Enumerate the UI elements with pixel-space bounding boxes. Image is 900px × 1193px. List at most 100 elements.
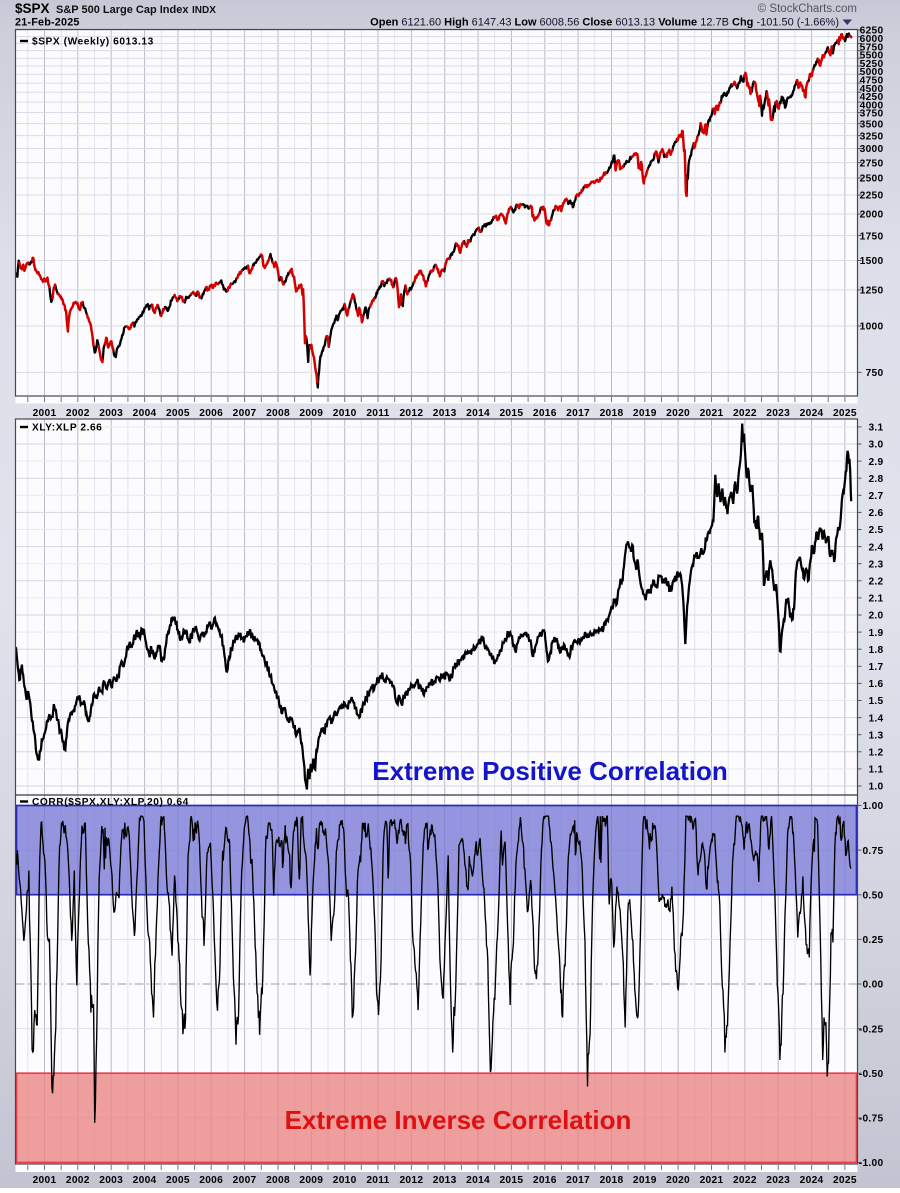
- svg-text:2250: 2250: [860, 191, 884, 202]
- svg-text:1.7: 1.7: [868, 662, 883, 673]
- svg-text:2004: 2004: [133, 408, 157, 419]
- svg-text:2.4: 2.4: [868, 542, 883, 553]
- svg-text:1.9: 1.9: [868, 628, 883, 639]
- svg-text:2010: 2010: [333, 408, 357, 419]
- svg-text:1.3: 1.3: [868, 730, 883, 741]
- svg-text:2750: 2750: [860, 158, 884, 169]
- svg-text:1.5: 1.5: [868, 696, 883, 707]
- svg-text:2023: 2023: [766, 408, 790, 419]
- svg-text:2.3: 2.3: [868, 559, 883, 570]
- svg-text:$SPX: $SPX: [15, 1, 50, 16]
- svg-text:750: 750: [866, 368, 884, 379]
- svg-text:2015: 2015: [499, 408, 523, 419]
- svg-text:-0.75: -0.75: [859, 1114, 884, 1125]
- svg-text:2022: 2022: [733, 1175, 757, 1186]
- svg-text:2.6: 2.6: [868, 508, 883, 519]
- svg-text:© StockCharts.com: © StockCharts.com: [758, 3, 857, 15]
- svg-text:2020: 2020: [666, 1175, 690, 1186]
- svg-text:2.9: 2.9: [868, 457, 883, 468]
- svg-text:2012: 2012: [399, 1175, 423, 1186]
- svg-text:2016: 2016: [533, 1175, 557, 1186]
- svg-text:6000: 6000: [860, 34, 884, 45]
- svg-text:2014: 2014: [466, 408, 490, 419]
- svg-text:0.50: 0.50: [862, 891, 883, 902]
- svg-text:Extreme Positive Correlation: Extreme Positive Correlation: [372, 756, 727, 786]
- svg-text:2020: 2020: [666, 408, 690, 419]
- svg-text:5250: 5250: [860, 59, 884, 70]
- svg-text:3.1: 3.1: [868, 423, 883, 434]
- svg-text:2006: 2006: [199, 1175, 223, 1186]
- svg-text:1250: 1250: [860, 286, 884, 297]
- svg-text:2.2: 2.2: [868, 577, 883, 588]
- svg-text:6250: 6250: [860, 26, 884, 37]
- svg-text:2008: 2008: [266, 1175, 290, 1186]
- svg-text:2024: 2024: [800, 1175, 824, 1186]
- svg-text:1.4: 1.4: [868, 713, 883, 724]
- svg-text:2005: 2005: [166, 408, 190, 419]
- svg-text:-0.50: -0.50: [859, 1069, 884, 1080]
- svg-text:3250: 3250: [860, 131, 884, 142]
- svg-text:2013: 2013: [433, 1175, 457, 1186]
- svg-text:2002: 2002: [66, 408, 90, 419]
- svg-text:2018: 2018: [600, 408, 624, 419]
- svg-text:1.00: 1.00: [862, 801, 883, 812]
- svg-text:2019: 2019: [633, 1175, 657, 1186]
- svg-text:1.1: 1.1: [868, 765, 883, 776]
- svg-text:2009: 2009: [299, 408, 323, 419]
- svg-text:2001: 2001: [33, 1175, 57, 1186]
- svg-text:2014: 2014: [466, 1175, 490, 1186]
- svg-text:1.6: 1.6: [868, 679, 883, 690]
- svg-text:1750: 1750: [860, 231, 884, 242]
- svg-text:2021: 2021: [700, 408, 724, 419]
- svg-text:2010: 2010: [333, 1175, 357, 1186]
- svg-text:-0.25: -0.25: [859, 1024, 884, 1035]
- svg-text:5500: 5500: [860, 51, 884, 62]
- svg-text:2017: 2017: [566, 1175, 590, 1186]
- svg-text:2004: 2004: [133, 1175, 157, 1186]
- svg-text:1.2: 1.2: [868, 748, 883, 759]
- svg-text:1.0: 1.0: [868, 782, 883, 793]
- svg-text:3500: 3500: [860, 119, 884, 130]
- svg-text:2001: 2001: [33, 408, 57, 419]
- svg-text:2.1: 2.1: [868, 594, 883, 605]
- svg-text:2022: 2022: [733, 408, 757, 419]
- svg-text:2.8: 2.8: [868, 474, 883, 485]
- svg-text:2007: 2007: [233, 408, 257, 419]
- svg-text:4000: 4000: [860, 100, 884, 111]
- svg-text:4250: 4250: [860, 92, 884, 103]
- svg-text:$SPX (Weekly) 6013.13: $SPX (Weekly) 6013.13: [32, 37, 154, 48]
- svg-text:2006: 2006: [199, 408, 223, 419]
- svg-text:2017: 2017: [566, 408, 590, 419]
- svg-text:2024: 2024: [800, 408, 824, 419]
- svg-text:3750: 3750: [860, 109, 884, 120]
- svg-text:2003: 2003: [99, 408, 123, 419]
- svg-text:INDX: INDX: [192, 5, 216, 16]
- svg-text:2011: 2011: [366, 1175, 389, 1186]
- svg-text:3000: 3000: [860, 144, 884, 155]
- svg-text:2002: 2002: [66, 1175, 90, 1186]
- svg-text:3.0: 3.0: [868, 440, 883, 451]
- svg-text:2025: 2025: [833, 1175, 857, 1186]
- svg-text:2005: 2005: [166, 1175, 190, 1186]
- svg-text:2011: 2011: [366, 408, 389, 419]
- svg-text:2018: 2018: [600, 1175, 624, 1186]
- svg-text:2025: 2025: [833, 408, 857, 419]
- svg-text:21-Feb-2025: 21-Feb-2025: [15, 17, 80, 29]
- svg-text:5750: 5750: [860, 42, 884, 53]
- svg-text:-1.00: -1.00: [859, 1158, 884, 1169]
- svg-text:S&P 500 Large Cap Index: S&P 500 Large Cap Index: [56, 4, 189, 16]
- svg-text:2008: 2008: [266, 408, 290, 419]
- svg-text:1500: 1500: [860, 256, 884, 267]
- svg-text:2007: 2007: [233, 1175, 257, 1186]
- svg-text:2015: 2015: [499, 1175, 523, 1186]
- svg-text:2.0: 2.0: [868, 611, 883, 622]
- svg-text:1.8: 1.8: [868, 645, 883, 656]
- svg-text:0.00: 0.00: [862, 980, 883, 991]
- svg-text:2019: 2019: [633, 408, 657, 419]
- svg-text:4750: 4750: [860, 76, 884, 87]
- svg-text:4500: 4500: [860, 84, 884, 95]
- svg-text:Extreme Inverse Correlation: Extreme Inverse Correlation: [285, 1105, 632, 1135]
- svg-text:2009: 2009: [299, 1175, 323, 1186]
- svg-text:2003: 2003: [99, 1175, 123, 1186]
- svg-text:Open 6121.60 High 6147.43 Low: Open 6121.60 High 6147.43 Low 6008.56 Cl…: [370, 17, 839, 29]
